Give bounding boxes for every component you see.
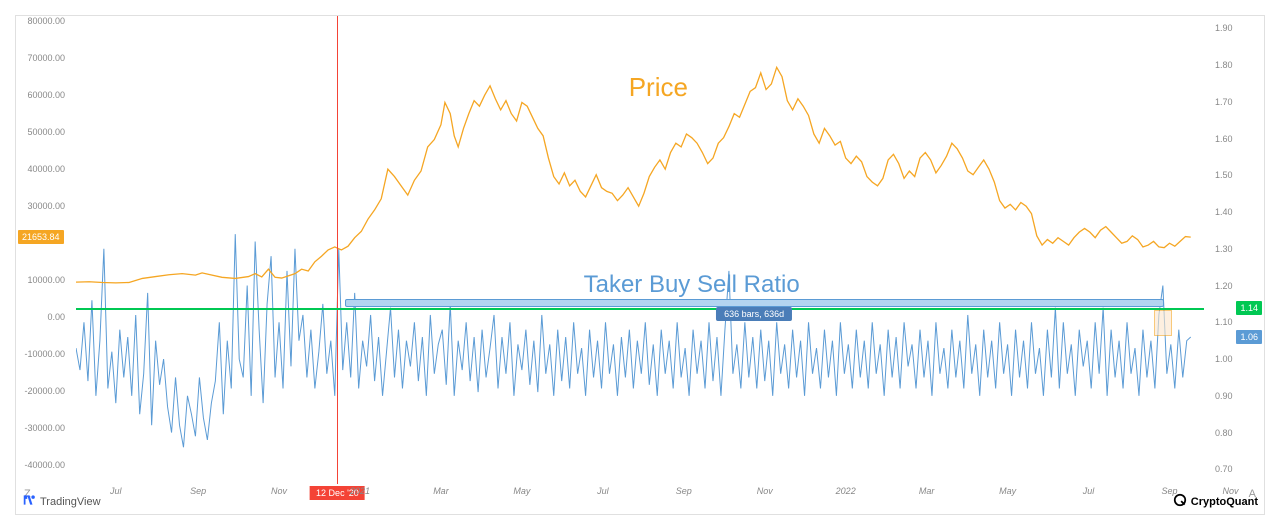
x-tick: Mar xyxy=(897,486,957,496)
measure-tooltip: 636 bars, 636d xyxy=(716,307,792,321)
x-axis: JulSepNov2021MarMayJulSepNov2022MarMayJu… xyxy=(76,484,1204,514)
footer-right-label: CryptoQuant xyxy=(1191,496,1258,508)
horizontal-green-line[interactable] xyxy=(76,308,1204,310)
y-right-tick: 1.10 xyxy=(1215,317,1233,327)
y-right-tick: 0.70 xyxy=(1215,464,1233,474)
y-right-tick: 0.80 xyxy=(1215,428,1233,438)
y-left-tick: 30000.00 xyxy=(27,201,65,211)
x-tick: Nov xyxy=(249,486,309,496)
footer-right[interactable]: CryptoQuant xyxy=(1173,493,1258,510)
current-ratio-chip: 1.06 xyxy=(1236,330,1262,344)
y-right-tick: 1.90 xyxy=(1215,23,1233,33)
chart-container: -40000.00 -30000.00 -20000.00 -10000.00 0.00… xyxy=(15,15,1265,515)
y-right-tick: 1.60 xyxy=(1215,134,1233,144)
x-tick: Sep xyxy=(654,486,714,496)
y-right-tick: 1.50 xyxy=(1215,170,1233,180)
x-tick: May xyxy=(978,486,1038,496)
y-right-tick: 1.20 xyxy=(1215,281,1233,291)
y-right-tick: 0.90 xyxy=(1215,391,1233,401)
y-left-tick: -30000.00 xyxy=(24,423,65,433)
y-left-tick: -40000.00 xyxy=(24,460,65,470)
x-tick: Jul xyxy=(1059,486,1119,496)
current-price-chip: 21653.84 xyxy=(18,230,64,244)
y-axis-right: 0.70 0.80 0.90 1.00 1.10 1.20 1.30 1.40 1.50 1.60… xyxy=(1209,16,1264,484)
vertical-date-marker[interactable] xyxy=(337,16,338,484)
y-left-tick: 0.00 xyxy=(47,312,65,322)
y-left-tick: -20000.00 xyxy=(24,386,65,396)
y-left-tick: 40000.00 xyxy=(27,164,65,174)
x-tick: May xyxy=(492,486,552,496)
y-left-tick: -10000.00 xyxy=(24,349,65,359)
y-left-tick: 50000.00 xyxy=(27,127,65,137)
footer-left-label: TradingView xyxy=(40,496,101,508)
measure-range-box[interactable] xyxy=(345,299,1164,307)
y-left-tick: 80000.00 xyxy=(27,16,65,26)
y-right-tick: 1.70 xyxy=(1215,97,1233,107)
x-tick: 2021 xyxy=(330,486,390,496)
footer-left[interactable]: TradingView xyxy=(22,493,101,510)
green-level-chip: 1.14 xyxy=(1236,301,1262,315)
x-tick: Nov xyxy=(735,486,795,496)
y-left-tick: 10000.00 xyxy=(27,275,65,285)
y-right-tick: 1.30 xyxy=(1215,244,1233,254)
y-right-tick: 1.80 xyxy=(1215,60,1233,70)
tradingview-icon xyxy=(22,493,36,510)
x-tick: Jul xyxy=(573,486,633,496)
y-axis-left: -40000.00 -30000.00 -20000.00 -10000.00 0.00… xyxy=(16,16,71,484)
x-tick: Sep xyxy=(168,486,228,496)
y-right-tick: 1.40 xyxy=(1215,207,1233,217)
highlight-region[interactable] xyxy=(1154,310,1173,335)
price-annotation: Price xyxy=(629,72,688,103)
y-left-tick: 60000.00 xyxy=(27,90,65,100)
y-left-tick: 70000.00 xyxy=(27,53,65,63)
y-right-tick: 1.00 xyxy=(1215,354,1233,364)
cryptoquant-icon xyxy=(1173,493,1187,510)
x-tick: 2022 xyxy=(816,486,876,496)
ratio-annotation: Taker Buy Sell Ratio xyxy=(584,271,800,299)
x-tick: Mar xyxy=(411,486,471,496)
